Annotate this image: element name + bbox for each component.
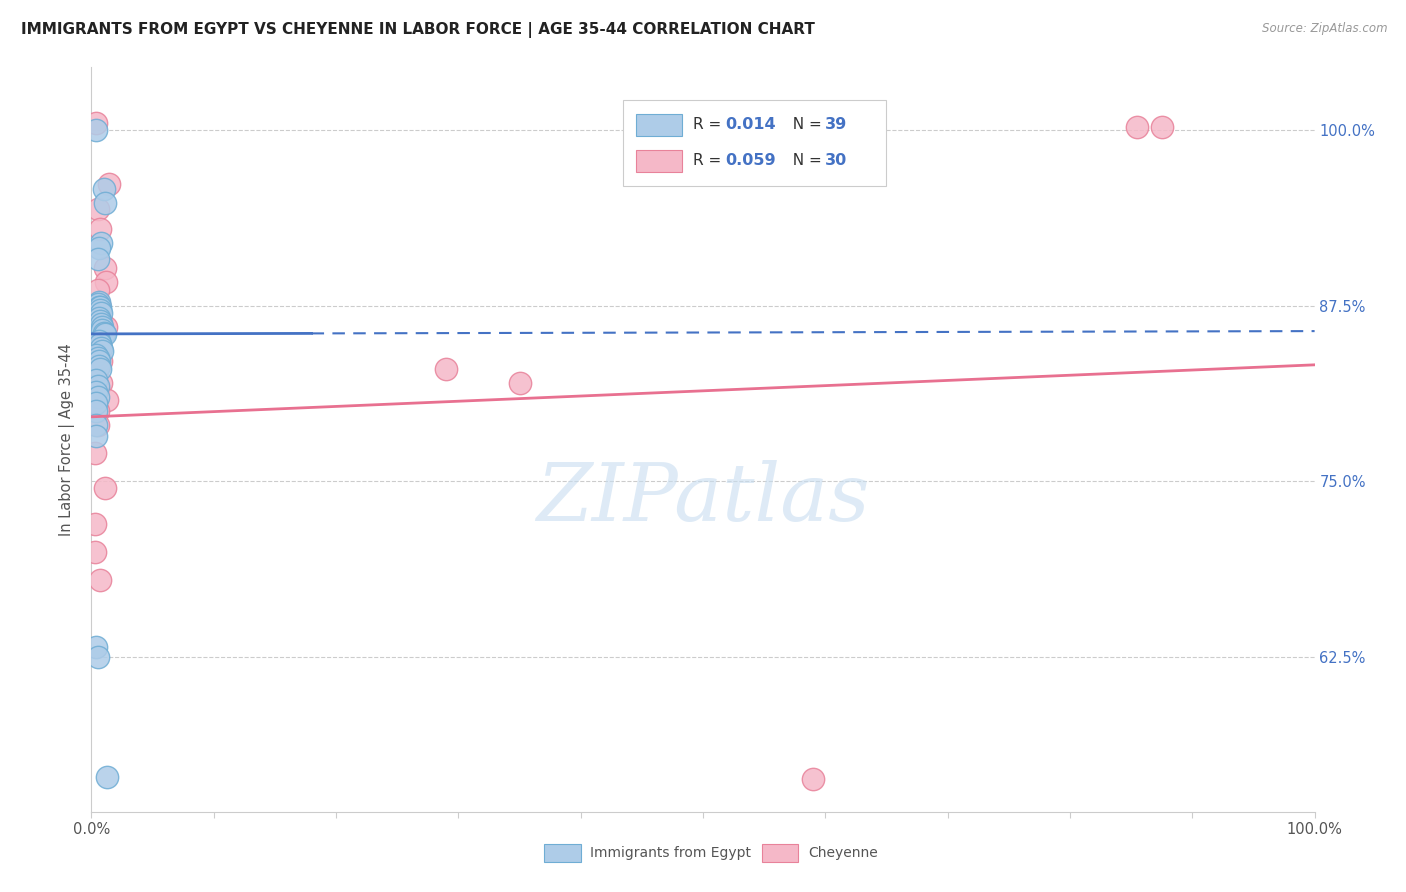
Point [89, 300, 111, 314]
Point [87, 353, 110, 368]
Y-axis label: In Labor Force | Age 35-44: In Labor Force | Age 35-44 [59, 343, 76, 536]
Point [86, 351, 108, 365]
Point [801, 772, 824, 787]
Text: N =: N = [783, 153, 827, 169]
Point [86, 382, 108, 396]
Point [94, 319, 117, 334]
Point [84, 373, 107, 387]
Point [86, 404, 108, 418]
Point [87, 294, 110, 309]
Point [84, 348, 107, 362]
Point [90, 317, 112, 331]
Point [91, 343, 114, 358]
Point [87, 311, 110, 326]
Point [86, 379, 108, 393]
Point [87, 300, 110, 314]
Text: N =: N = [783, 118, 827, 133]
Point [86, 331, 108, 345]
Point [1126, 120, 1149, 135]
Point [90, 341, 112, 355]
Point [86, 418, 108, 433]
FancyBboxPatch shape [636, 150, 682, 172]
Point [509, 376, 531, 390]
Point [84, 116, 107, 130]
Point [84, 123, 107, 137]
Text: 39: 39 [825, 118, 848, 133]
Point [90, 376, 112, 390]
Point [90, 306, 112, 320]
Point [86, 359, 108, 374]
Point [84, 429, 107, 443]
Point [86, 650, 108, 665]
Point [94, 482, 117, 496]
Point [86, 284, 108, 298]
Point [91, 323, 114, 337]
Point [89, 303, 111, 318]
Text: 0.014: 0.014 [725, 118, 776, 133]
Point [96, 770, 118, 784]
Point [89, 336, 111, 351]
Point [87, 241, 110, 255]
Point [434, 362, 457, 376]
Point [97, 177, 120, 191]
Point [89, 314, 111, 328]
Text: Cheyenne: Cheyenne [808, 846, 877, 860]
Point [84, 516, 107, 531]
Point [87, 359, 110, 374]
Point [84, 545, 107, 559]
Point [96, 392, 118, 407]
Text: Immigrants from Egypt: Immigrants from Egypt [591, 846, 751, 860]
Point [86, 345, 108, 359]
Point [91, 319, 114, 334]
Point [93, 182, 115, 196]
Text: ZIPatlas: ZIPatlas [536, 460, 870, 538]
Point [89, 338, 111, 352]
FancyBboxPatch shape [762, 844, 799, 862]
Point [86, 252, 108, 267]
FancyBboxPatch shape [636, 114, 682, 136]
Point [86, 390, 108, 404]
Point [84, 418, 107, 433]
Point [87, 297, 110, 311]
Point [94, 326, 117, 341]
Point [89, 362, 111, 376]
Point [84, 640, 107, 655]
Point [84, 396, 107, 410]
Point [84, 384, 107, 399]
Point [1150, 120, 1173, 135]
Point [89, 221, 111, 235]
Text: IMMIGRANTS FROM EGYPT VS CHEYENNE IN LABOR FORCE | AGE 35-44 CORRELATION CHART: IMMIGRANTS FROM EGYPT VS CHEYENNE IN LAB… [21, 22, 815, 38]
Point [84, 446, 107, 460]
Text: Source: ZipAtlas.com: Source: ZipAtlas.com [1263, 22, 1388, 36]
Point [94, 260, 117, 275]
Point [84, 404, 107, 418]
Text: 0.059: 0.059 [725, 153, 776, 169]
Point [94, 275, 117, 289]
Text: 30: 30 [825, 153, 848, 169]
Point [90, 235, 112, 250]
Text: R =: R = [693, 118, 727, 133]
Point [87, 334, 110, 348]
Point [93, 326, 115, 340]
Point [89, 573, 111, 587]
Point [90, 353, 112, 368]
Point [94, 196, 117, 211]
Text: R =: R = [693, 153, 727, 169]
FancyBboxPatch shape [623, 101, 887, 186]
FancyBboxPatch shape [544, 844, 581, 862]
Point [86, 202, 108, 216]
Point [86, 297, 108, 311]
Point [90, 314, 112, 328]
